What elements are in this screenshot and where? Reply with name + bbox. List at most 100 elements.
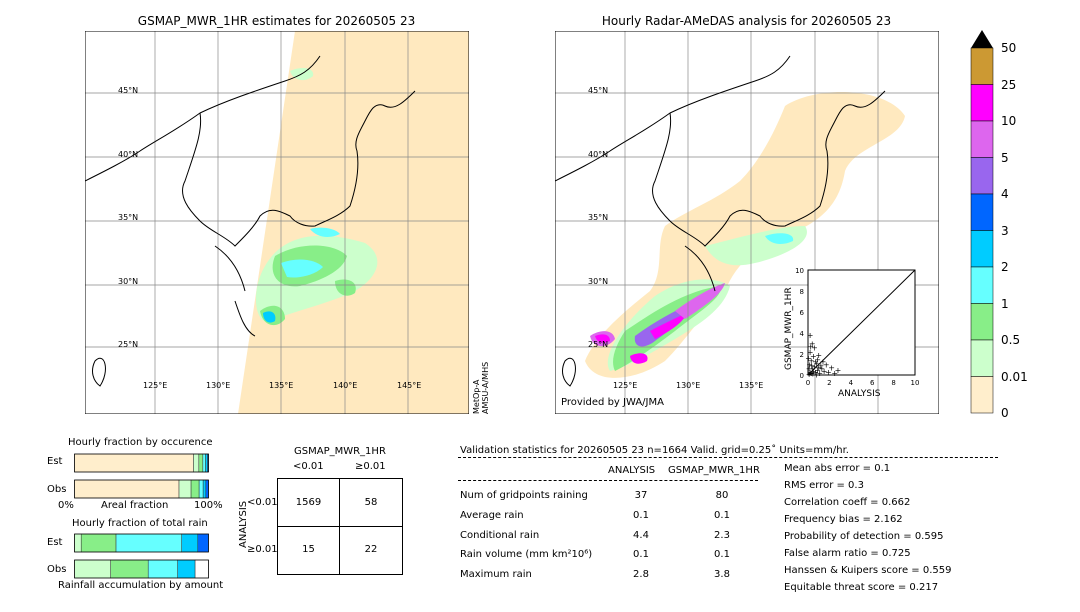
colorbar-box bbox=[970, 376, 994, 414]
colorbar-box bbox=[970, 193, 994, 231]
scatter-ytick: 2 bbox=[800, 351, 804, 359]
scatter-xtick: 2 bbox=[827, 379, 831, 387]
scatter-point: + bbox=[809, 340, 816, 349]
stat-row-gsmap: 3.8 bbox=[714, 569, 730, 580]
scatter-point: + bbox=[820, 357, 827, 366]
left-lon-label: 140°E bbox=[333, 381, 358, 390]
scatter-ticks: 00 2 2 4 4 6 6 8 8 10 10 bbox=[795, 267, 919, 387]
stat-row-analysis: 0.1 bbox=[633, 510, 649, 521]
left-lon-label: 145°E bbox=[397, 381, 422, 390]
scatter-xtick: 4 bbox=[849, 379, 854, 387]
right-lat-label: 25°N bbox=[588, 340, 609, 349]
scatter-point: + bbox=[806, 365, 813, 374]
score-line: False alarm ratio = 0.725 bbox=[784, 548, 911, 559]
scatter-point: + bbox=[831, 369, 838, 378]
colorbar-label: 3 bbox=[1001, 223, 1009, 238]
bar-segment bbox=[190, 479, 200, 499]
scatter-xtick: 8 bbox=[891, 379, 895, 387]
scatter-point: + bbox=[808, 369, 815, 378]
score-line: Mean abs error = 0.1 bbox=[784, 463, 891, 474]
scatter-point: + bbox=[813, 359, 820, 368]
bar-segment bbox=[74, 453, 194, 473]
bar-segment bbox=[181, 533, 199, 553]
stat-row-gsmap: 80 bbox=[715, 490, 729, 501]
bar-segment bbox=[197, 533, 209, 553]
occ-label-obs: Obs bbox=[47, 484, 67, 495]
scatter-point: + bbox=[807, 368, 814, 377]
bar-segment bbox=[178, 479, 192, 499]
scatter-point: + bbox=[812, 368, 819, 377]
bar-segment bbox=[205, 479, 209, 499]
scatter-point: + bbox=[805, 354, 812, 363]
scatter-ytick: 0 bbox=[800, 372, 804, 380]
scatter-point: + bbox=[809, 369, 816, 378]
stat-row-analysis: 4.4 bbox=[633, 530, 649, 541]
occ-xlabel: Areal fraction bbox=[101, 500, 169, 511]
colorbar-box bbox=[970, 266, 994, 304]
right-lat-label: 35°N bbox=[588, 213, 609, 222]
bar-segment bbox=[74, 559, 111, 579]
scatter-point: + bbox=[811, 363, 818, 372]
scatter-xtick: 10 bbox=[911, 379, 920, 387]
score-line: RMS error = 0.3 bbox=[784, 480, 864, 491]
stat-row-label: Average rain bbox=[460, 510, 524, 521]
contingency-cell: 22 bbox=[364, 544, 378, 555]
occurrence-bars bbox=[74, 453, 209, 499]
table-divider bbox=[458, 480, 758, 481]
provider-note: Provided by JWA/JMA bbox=[561, 397, 664, 408]
colorbar-box bbox=[970, 47, 994, 85]
right-lon-label: 125°E bbox=[613, 381, 638, 390]
colorbar-box bbox=[970, 84, 994, 122]
bar-outline bbox=[74, 453, 209, 473]
stat-row-label: Rain volume (mm km²10⁶) bbox=[460, 549, 593, 560]
bar-segment bbox=[198, 453, 204, 473]
colorbar-extend-arrow bbox=[971, 30, 993, 48]
occ-tick-1: 100% bbox=[194, 500, 223, 511]
scatter-point: + bbox=[813, 370, 820, 379]
contingency-cell: 58 bbox=[364, 497, 378, 508]
bar-segment bbox=[74, 533, 82, 553]
scatter-point: + bbox=[821, 367, 828, 376]
left-lat-label: 30°N bbox=[118, 277, 139, 286]
colorbar-box bbox=[970, 230, 994, 268]
bar-segment bbox=[115, 533, 182, 553]
scatter-ylabel: GSMAP_MWR_1HR bbox=[784, 287, 794, 370]
scatter-point: + bbox=[811, 344, 818, 353]
colorbar-label: 0 bbox=[1001, 406, 1009, 420]
left-lat-label: 35°N bbox=[118, 213, 139, 222]
colorbar-label: 2 bbox=[1001, 260, 1009, 274]
scatter-point: + bbox=[815, 351, 822, 360]
bar-outline bbox=[74, 533, 209, 553]
bar-segment bbox=[177, 559, 196, 579]
bar-segment bbox=[147, 559, 178, 579]
satellite-note: MetOp-A AMSU-A/MHS bbox=[472, 361, 490, 414]
stat-row-analysis: 2.8 bbox=[633, 569, 649, 580]
scatter-point: + bbox=[808, 362, 815, 371]
left-map-title: GSMAP_MWR_1HR estimates for 20260505 23 bbox=[137, 14, 416, 28]
bar-segment bbox=[198, 479, 204, 499]
contingency-title: GSMAP_MWR_1HR bbox=[294, 446, 386, 457]
one-to-one-line bbox=[807, 269, 916, 376]
stat-row-label: Conditional rain bbox=[460, 530, 540, 541]
bar-segment bbox=[202, 479, 207, 499]
scatter-point: + bbox=[815, 364, 822, 373]
stat-row-gsmap: 0.1 bbox=[714, 549, 730, 560]
rain-label-obs: Obs bbox=[47, 564, 67, 575]
scatter-ytick: 6 bbox=[800, 309, 805, 317]
colorbar-label: 0.01 bbox=[1001, 369, 1028, 384]
scatter-points: ++++++++++++++++++++++++++++++++++++ bbox=[805, 331, 841, 379]
left-lat-label: 40°N bbox=[118, 150, 139, 159]
bar-segment bbox=[80, 533, 117, 553]
scatter-xtick: 6 bbox=[870, 379, 875, 387]
validation-header: Validation statistics for 20260505 23 n=… bbox=[460, 445, 849, 456]
left-lat-label: 45°N bbox=[118, 86, 139, 95]
scatter-xlabel: ANALYSIS bbox=[838, 389, 881, 399]
scatter-point: + bbox=[835, 366, 842, 375]
left-lon-label: 135°E bbox=[269, 381, 294, 390]
colorbar-label: 4 bbox=[1001, 187, 1009, 201]
stat-row-gsmap: 2.3 bbox=[714, 530, 730, 541]
bar-segment bbox=[74, 479, 180, 499]
left-lat-label: 25°N bbox=[118, 340, 139, 349]
scatter-point: + bbox=[814, 355, 821, 364]
occ-tick-0: 0% bbox=[58, 500, 74, 511]
